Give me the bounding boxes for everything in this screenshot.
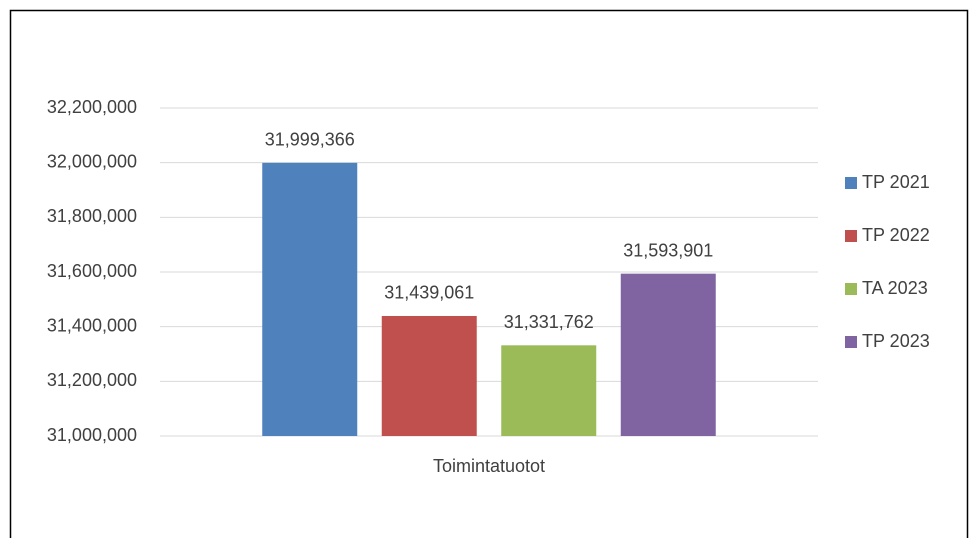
legend-label: TP 2021 <box>862 172 930 192</box>
bar <box>620 273 716 436</box>
data-label: 31,593,901 <box>623 240 713 260</box>
x-tick-label: Toimintatuotot <box>433 456 545 476</box>
bar <box>381 315 477 436</box>
y-tick-label: 31,200,000 <box>47 370 137 390</box>
y-tick-label: 31,000,000 <box>47 425 137 445</box>
data-label: 31,999,366 <box>265 130 355 150</box>
y-tick-label: 31,400,000 <box>47 315 137 335</box>
bar <box>501 345 597 436</box>
y-tick-label: 31,600,000 <box>47 261 137 281</box>
legend-swatch <box>845 336 857 348</box>
data-label: 31,331,762 <box>504 312 594 332</box>
legend-label: TP 2022 <box>862 225 930 245</box>
legend-swatch <box>845 283 857 295</box>
legend-swatch <box>845 230 857 242</box>
bar <box>262 162 358 436</box>
y-tick-label: 32,200,000 <box>47 97 137 117</box>
y-tick-label: 31,800,000 <box>47 206 137 226</box>
legend-label: TA 2023 <box>862 278 928 298</box>
y-tick-label: 32,000,000 <box>47 151 137 171</box>
data-label: 31,439,061 <box>384 283 474 303</box>
chart-border <box>9 9 969 538</box>
legend-swatch <box>845 177 857 189</box>
legend-label: TP 2023 <box>862 331 930 351</box>
